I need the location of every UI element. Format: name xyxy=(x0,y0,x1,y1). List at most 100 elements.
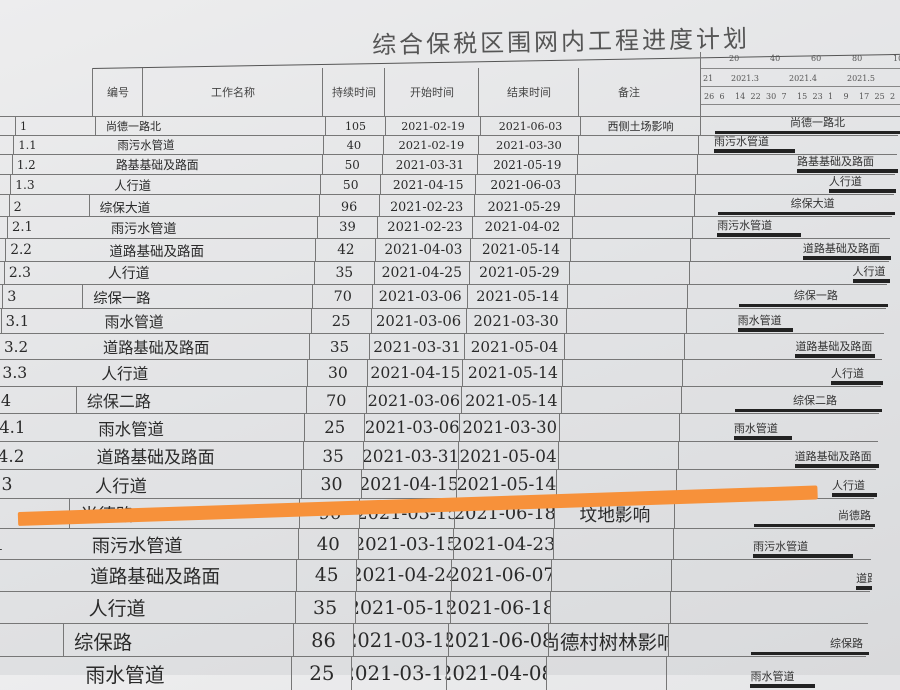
header-note: 备注 xyxy=(578,68,679,116)
gantt-bar xyxy=(795,354,876,359)
row-duration: 45 xyxy=(296,560,356,592)
table-row: 1.3 人行道 50 2021-04-15 2021-06-03 人行道 xyxy=(0,173,897,196)
gantt-bar-label: 雨污水管道 xyxy=(717,218,773,232)
gantt-day-label: 7 xyxy=(781,92,787,101)
row-task-name: 雨水管道 xyxy=(98,419,164,439)
gantt-row: 雨水管道 xyxy=(685,309,887,335)
gantt-row: 道路基础及路面 xyxy=(684,334,885,361)
row-start-date: 2021-03-31 xyxy=(381,154,477,175)
gantt-row: 道路基础及路面 xyxy=(690,238,892,262)
row-task-name: 人行道 xyxy=(101,365,149,384)
gantt-bar xyxy=(802,255,892,260)
header-id: 编号 xyxy=(92,68,143,116)
row-task-name: 综保大道 xyxy=(88,195,319,217)
row-end-date: 2021-05-04 xyxy=(457,441,558,471)
row-start-date: 2021-03-15 xyxy=(353,623,448,657)
table-row: 2.3 人行道 35 2021-04-25 2021-05-29 人行道 xyxy=(0,260,890,286)
gantt-bar-label: 雨水管道 xyxy=(737,314,782,328)
row-task-name: 雨水管道 xyxy=(85,663,165,687)
row-duration: 25 xyxy=(304,413,364,442)
table-row: 2 综保大道 96 2021-02-23 2021-05-29 综保大道 xyxy=(0,194,895,217)
gantt-header-rule xyxy=(701,104,900,105)
gantt-day-label: 23 xyxy=(812,92,823,101)
gantt-row: 雨污水管道 xyxy=(698,135,899,155)
row-note xyxy=(573,195,694,217)
gantt-bar xyxy=(751,651,869,655)
gantt-bar-label: 人行道 xyxy=(828,175,862,189)
row-note xyxy=(562,360,682,387)
row-note xyxy=(559,413,679,442)
gantt-row: 尚德一路北 xyxy=(700,117,900,136)
row-task-name: 道路基础及路面 xyxy=(96,447,215,468)
row-task-name: 道路基础及路面 xyxy=(103,339,210,358)
row-note xyxy=(556,470,676,500)
row-end-date: 2021-05-14 xyxy=(470,238,570,262)
gantt-bar xyxy=(794,464,879,469)
row-task-name: 综保一路 xyxy=(82,285,312,310)
row-end-date: 2021-05-19 xyxy=(476,154,577,175)
row-task-name: 雨污水管道 xyxy=(91,535,183,557)
header-duration: 持续时间 xyxy=(322,68,385,116)
row-note xyxy=(564,334,684,361)
row-start-date: 2021-03-15 xyxy=(351,656,446,690)
row-end-date: 2021-03-30 xyxy=(465,309,566,335)
row-note xyxy=(549,591,670,624)
row-end-date: 2021-06-08 xyxy=(448,623,548,657)
gantt-header: 20406080100212021.32021.42021.5266142230… xyxy=(700,52,900,116)
row-start-date: 2021-04-03 xyxy=(375,238,470,262)
row-task-name: 人行道 xyxy=(95,477,147,498)
gantt-row: 尚德路 xyxy=(674,499,876,530)
header-end: 结束时间 xyxy=(478,68,579,116)
table-row: 道路基础及路面 452021-04-242021-06-07 道路基础及路面 xyxy=(0,559,873,592)
gantt-bar xyxy=(737,328,794,333)
gantt-scale-label: 100 xyxy=(893,54,900,63)
row-end-date: 2021-04-02 xyxy=(472,216,572,239)
row-note xyxy=(576,154,697,175)
table-row: 2.2 道路基础及路面 42 2021-04-03 2021-05-14 道路基础及路面 xyxy=(0,237,892,262)
gantt-bar xyxy=(830,380,884,385)
gantt-scale-label: 80 xyxy=(852,54,863,63)
gantt-bar-label: 雨水管道 xyxy=(733,421,778,435)
gantt-bar-label: 人行道 xyxy=(830,366,864,380)
row-duration: 35 xyxy=(294,591,355,624)
gantt-bar xyxy=(796,168,898,173)
row-task-name: 人行道 xyxy=(107,266,150,283)
row-end-date: 2021-05-14 xyxy=(462,360,562,387)
row-note xyxy=(575,174,695,196)
row-start-date: 2021-03-06 xyxy=(365,386,461,414)
row-start-date: 2021-03-31 xyxy=(362,441,458,471)
gantt-day-label: 14 xyxy=(735,92,746,101)
row-start-date: 2021-04-24 xyxy=(356,560,451,592)
row-duration: 105 xyxy=(325,117,385,136)
row-note xyxy=(557,441,678,471)
gantt-day-label: 17 xyxy=(859,92,870,101)
row-id: 2.2 xyxy=(5,238,85,262)
row-task-name: 道路基础及路面 xyxy=(109,244,205,261)
row-duration: 96 xyxy=(318,195,379,217)
row-duration: 40 xyxy=(297,529,358,561)
row-note xyxy=(551,560,671,592)
row-id: 4.2 xyxy=(0,442,73,471)
row-end-date: 2021-05-14 xyxy=(460,386,561,414)
row-duration: 70 xyxy=(305,386,366,414)
row-task-name: 人行道 xyxy=(88,598,146,621)
gantt-bar-label: 人行道 xyxy=(852,265,886,279)
table-row: 1 尚德一路北 105 2021-02-19 2021-06-03 西侧土场影响 尚德一路北 xyxy=(0,116,900,136)
row-task-name: 雨污水管道 xyxy=(117,138,175,153)
row-end-date: 2021-06-07 xyxy=(451,560,551,592)
gantt-bar-label: 尚德一路北 xyxy=(789,117,845,129)
row-id: 2 xyxy=(8,195,89,217)
row-end-date: 2021-04-23 xyxy=(452,529,553,561)
row-task-name: 路基基础及路面 xyxy=(115,158,199,173)
row-id: 1.3 xyxy=(10,174,90,196)
gantt-bar xyxy=(715,130,900,134)
row-id: 2.3 xyxy=(3,261,84,286)
gantt-header-rule xyxy=(701,68,900,69)
gantt-bar-label: 综保一路 xyxy=(793,289,838,303)
table-row: 3.2 道路基础及路面 35 2021-03-31 2021-05-04 道路基础及路面 xyxy=(0,333,885,361)
row-start-date: 2021-05-15 xyxy=(354,591,450,624)
row-start-date: 2021-04-15 xyxy=(361,470,456,500)
row-start-date: 2021-04-15 xyxy=(367,360,462,387)
